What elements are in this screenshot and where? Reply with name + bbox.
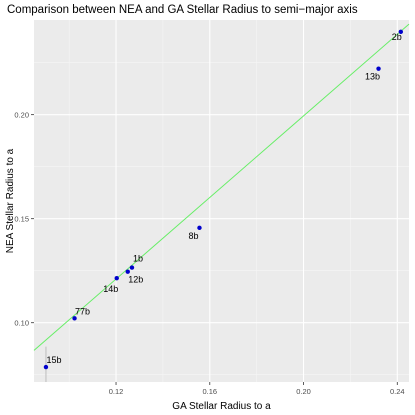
x-tick-label: 0.20 (296, 387, 311, 396)
grid-lines (34, 20, 409, 382)
reference-line (33, 23, 410, 351)
reference-line-group (33, 23, 410, 351)
x-tick-label: 0.24 (390, 387, 405, 396)
x-tick-label: 0.12 (109, 387, 124, 396)
data-point-77b (72, 316, 77, 321)
data-point-13b (376, 66, 381, 71)
x-axis-ticks: 0.12 0.16 0.20 0.24 (109, 382, 405, 396)
x-tick-label: 0.16 (202, 387, 217, 396)
data-point-14b (114, 275, 119, 281)
y-axis-title: NEA Stellar Radius to a (5, 148, 16, 253)
data-point-12b (125, 269, 130, 274)
point-label-12b: 12b (128, 275, 143, 285)
chart-title: Comparison between NEA and GA Stellar Ra… (7, 4, 358, 16)
point-label-77b: 77b (75, 306, 90, 316)
data-point-2b (398, 29, 403, 35)
y-tick-label: 0.20 (14, 110, 29, 119)
point-label-1b: 1b (133, 254, 143, 264)
point-label-14b: 14b (103, 284, 118, 294)
data-point-15b (43, 364, 49, 370)
plot-panel (34, 20, 409, 382)
point-label-13b: 13b (365, 72, 380, 82)
point-labels: 2b 13b 8b 1b 12b 14b 77b 15b (46, 32, 401, 365)
y-tick-label: 0.15 (14, 214, 29, 223)
data-points (43, 29, 403, 370)
point-label-8b: 8b (188, 231, 198, 241)
data-point-8b (197, 225, 202, 231)
y-tick-label: 0.10 (14, 318, 29, 327)
point-label-15b: 15b (46, 355, 61, 365)
x-axis-title: GA Stellar Radius to a (172, 401, 271, 412)
y-axis-ticks: 0.10 0.15 0.20 (14, 110, 34, 327)
data-point-1b (129, 265, 135, 270)
point-label-2b: 2b (392, 32, 402, 42)
